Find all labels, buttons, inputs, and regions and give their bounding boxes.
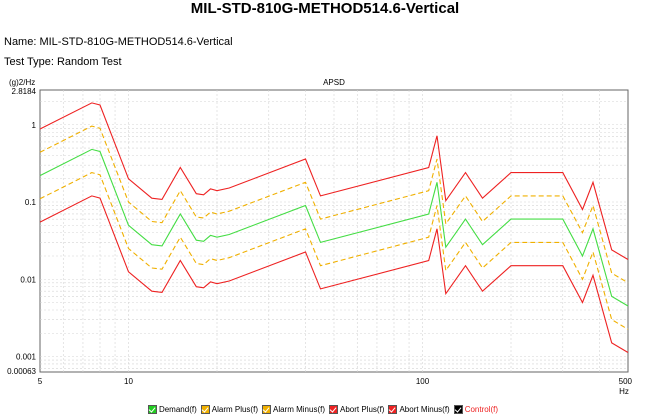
test-name-line: Name: MIL-STD-810G-METHOD514.6-Vertical [4,36,233,48]
legend-label: Abort Minus(f) [399,404,450,414]
legend-checkbox-icon[interactable] [261,404,271,414]
x-tick-label: 5 [38,377,43,386]
x-tick-label: 500 [619,377,633,386]
x-tick-label: 10 [124,377,133,386]
legend-item[interactable]: Abort Minus(f) [388,404,450,414]
legend-checkbox-icon[interactable] [200,404,210,414]
legend-label: Control(f) [464,404,499,414]
y-tick-label: 0.00063 [7,367,36,376]
legend-item[interactable]: Demand(f) [147,404,197,414]
test-type-line: Test Type: Random Test [4,56,122,68]
legend-label: Alarm Plus(f) [211,404,258,414]
y-axis-label: (g)2/Hz [9,78,35,87]
legend-checkbox-icon[interactable] [329,404,338,414]
chart-title: APSD [323,78,345,87]
y-tick-label: 0.01 [20,275,36,284]
legend-label: Alarm Minus(f) [272,404,325,414]
series-line-1 [39,125,629,284]
x-axis-label: Hz [619,387,629,396]
report-title: MIL-STD-810G-METHOD514.6-Vertical [190,0,460,17]
chart-legend: Demand(f) Alarm Plus(f) Alarm Minus(f) Abor… [0,402,650,416]
y-tick-label: 0.001 [16,352,37,361]
series-line-3 [39,102,629,260]
legend-item[interactable]: Control(f) [453,404,499,414]
legend-label: Demand(f) [158,404,197,414]
legend-checkbox-icon[interactable] [147,404,157,414]
series-line-4 [39,195,629,353]
legend-label: Abort Plus(f) [340,404,385,414]
series-line-0 [39,148,629,307]
apsd-chart: APSD (g)2/Hz 2.8184 1 0.1 0.01 0.001 0.00063 5 10… [0,72,650,418]
legend-checkbox-icon[interactable] [453,404,463,414]
x-tick-label: 100 [416,377,430,386]
legend-checkbox-icon[interactable] [388,404,398,414]
y-tick-label: 1 [32,121,37,130]
y-tick-label: 2.8184 [12,87,37,96]
legend-item[interactable]: Alarm Plus(f) [200,404,258,414]
series-line-2 [39,172,629,330]
legend-item[interactable]: Abort Plus(f) [329,404,385,414]
legend-item[interactable]: Alarm Minus(f) [261,404,325,414]
y-tick-label: 0.1 [25,198,37,207]
